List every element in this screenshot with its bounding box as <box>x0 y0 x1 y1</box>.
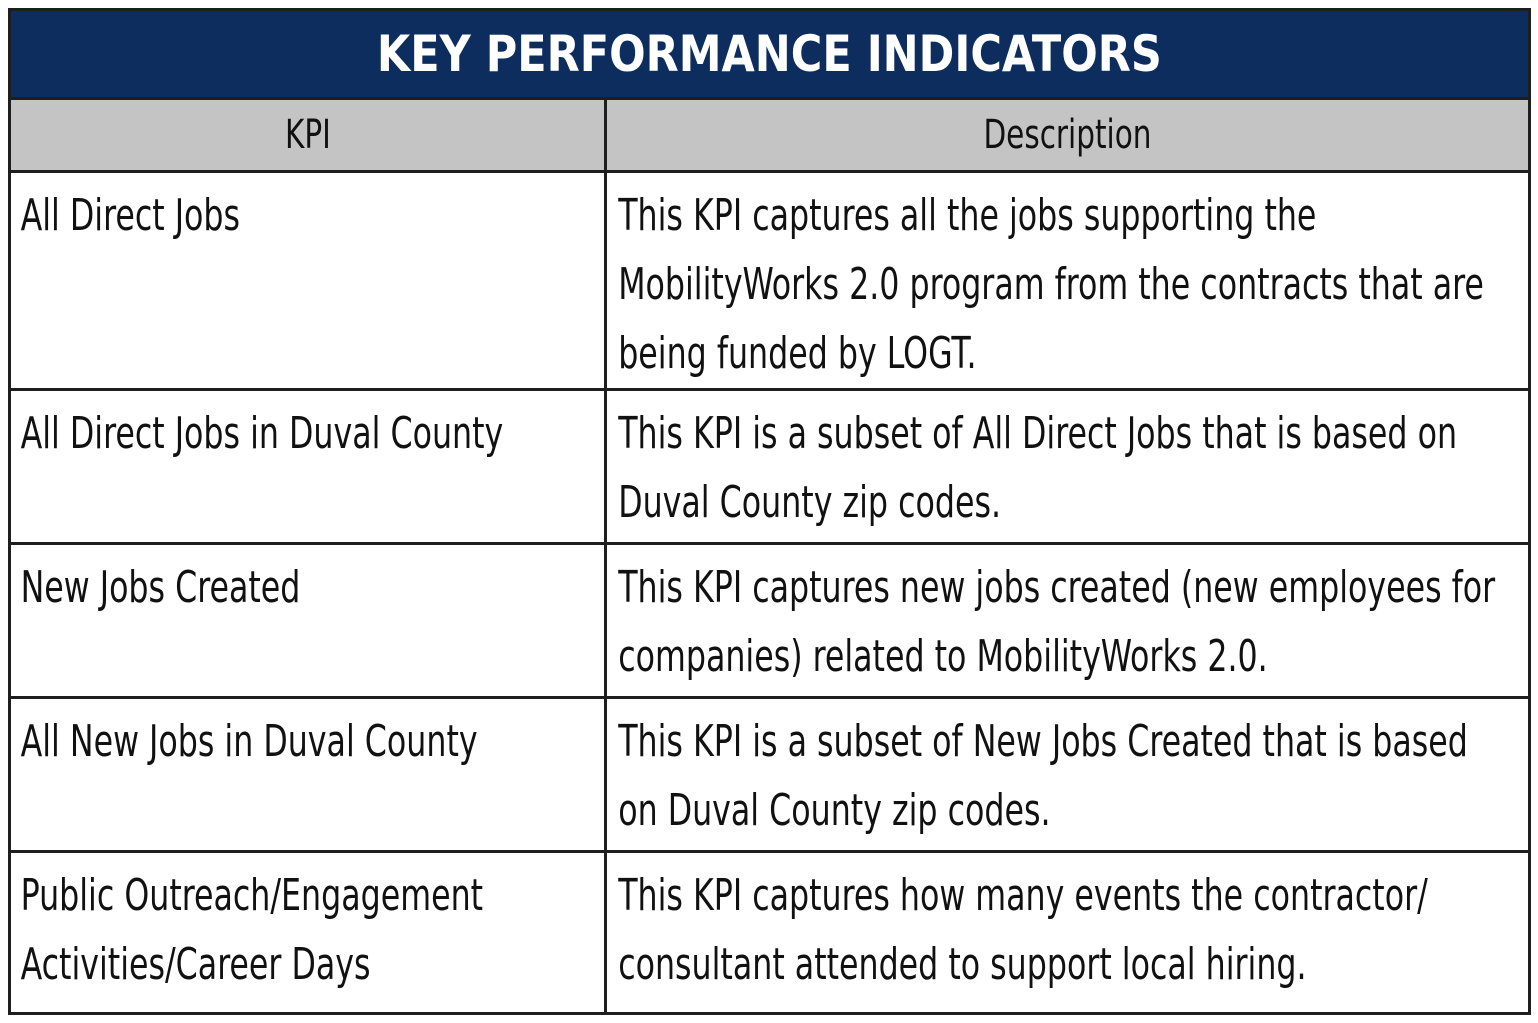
column-header-kpi: KPI <box>8 97 607 173</box>
kpi-description-cell: This KPI is a subset of New Jobs Created… <box>603 696 1532 853</box>
kpi-description: This KPI is a subset of All Direct Jobs … <box>618 408 1458 528</box>
title-row: KEY PERFORMANCE INDICATORS <box>7 8 1532 100</box>
kpi-name: All New Jobs in Duval County <box>20 716 478 767</box>
kpi-table: KEY PERFORMANCE INDICATORS KPI Descripti… <box>7 8 1532 1015</box>
table-row: Public Outreach/Engagement Activities/Ca… <box>8 850 1532 1015</box>
kpi-description-cell: This KPI captures new jobs created (new … <box>603 542 1532 699</box>
kpi-description-cell: This KPI is a subset of All Direct Jobs … <box>603 388 1532 545</box>
kpi-name-cell: All New Jobs in Duval County <box>8 696 607 853</box>
kpi-name-cell: Public Outreach/Engagement Activities/Ca… <box>8 850 607 1015</box>
kpi-name: New Jobs Created <box>20 562 301 613</box>
kpi-description: This KPI captures how many events the co… <box>618 870 1428 990</box>
kpi-name: Public Outreach/Engagement Activities/Ca… <box>20 870 484 990</box>
kpi-description-cell: This KPI captures all the jobs supportin… <box>603 170 1532 391</box>
header-row: KPI Description <box>8 97 1532 173</box>
table-row: New Jobs Created This KPI captures new j… <box>8 542 1532 699</box>
kpi-name-cell: All Direct Jobs <box>8 170 607 391</box>
kpi-description-cell: This KPI captures how many events the co… <box>603 850 1532 1015</box>
kpi-name-cell: All Direct Jobs in Duval County <box>8 388 607 545</box>
table-row: All Direct Jobs This KPI captures all th… <box>8 170 1532 391</box>
table-row: All Direct Jobs in Duval County This KPI… <box>8 388 1532 545</box>
kpi-description: This KPI captures new jobs created (new … <box>618 562 1496 682</box>
table-title: KEY PERFORMANCE INDICATORS <box>377 25 1162 83</box>
column-header-description: Description <box>603 97 1532 173</box>
kpi-name: All Direct Jobs <box>20 190 241 241</box>
table-row: All New Jobs in Duval County This KPI is… <box>8 696 1532 853</box>
kpi-description: This KPI is a subset of New Jobs Created… <box>618 716 1468 836</box>
kpi-name: All Direct Jobs in Duval County <box>20 408 504 459</box>
table-title-cell: KEY PERFORMANCE INDICATORS <box>7 8 1532 100</box>
kpi-name-cell: New Jobs Created <box>8 542 607 699</box>
kpi-description: This KPI captures all the jobs supportin… <box>618 190 1484 379</box>
